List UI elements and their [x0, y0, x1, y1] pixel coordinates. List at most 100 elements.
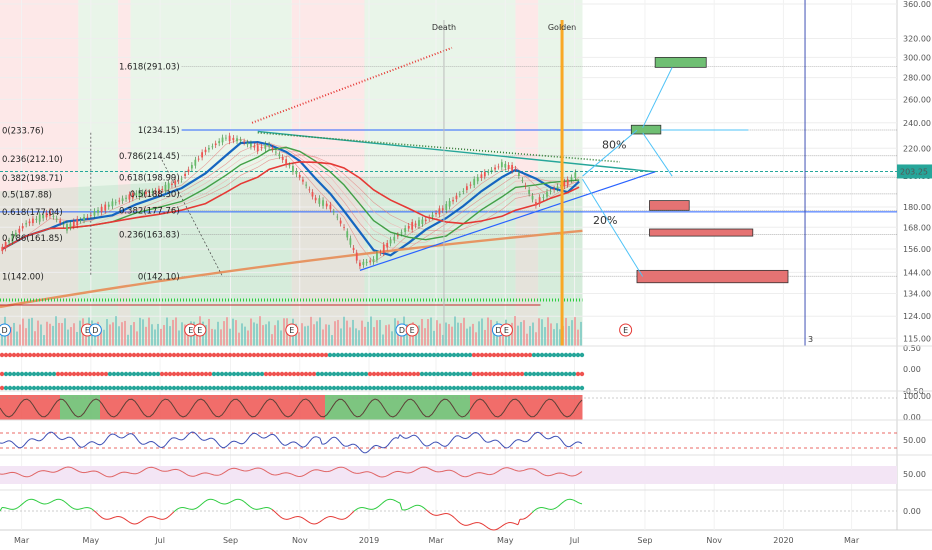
candle-body[interactable]: [49, 211, 51, 216]
candle-body[interactable]: [336, 216, 339, 218]
candle-body[interactable]: [278, 154, 281, 157]
candle-body[interactable]: [376, 253, 378, 260]
candle-body[interactable]: [167, 183, 170, 189]
candle-body[interactable]: [264, 144, 267, 149]
candle-body[interactable]: [511, 165, 513, 171]
candle-body[interactable]: [154, 190, 157, 193]
candle-body[interactable]: [228, 135, 231, 142]
event-marker[interactable]: [193, 323, 207, 337]
candle-body[interactable]: [141, 192, 144, 195]
target-box[interactable]: [630, 124, 662, 135]
candle-body[interactable]: [494, 167, 496, 170]
candle-body[interactable]: [25, 223, 28, 225]
candle-body[interactable]: [538, 197, 541, 205]
candle-body[interactable]: [332, 211, 335, 213]
candle-body[interactable]: [184, 173, 186, 177]
candle-body[interactable]: [1, 246, 4, 252]
candle-body[interactable]: [18, 228, 21, 233]
candle-body[interactable]: [421, 219, 424, 224]
candle-body[interactable]: [14, 232, 17, 236]
candle-body[interactable]: [21, 226, 24, 229]
candle-body[interactable]: [435, 212, 437, 215]
candle-body[interactable]: [339, 220, 342, 224]
candle-body[interactable]: [441, 208, 444, 211]
candle-body[interactable]: [260, 146, 263, 148]
candle-body[interactable]: [379, 252, 382, 254]
candle-body[interactable]: [490, 169, 493, 171]
candle-body[interactable]: [38, 214, 41, 222]
candle-body[interactable]: [8, 240, 10, 243]
candle-body[interactable]: [458, 194, 461, 195]
candle-body[interactable]: [104, 204, 107, 211]
candle-body[interactable]: [52, 215, 55, 217]
candle-body[interactable]: [500, 162, 503, 168]
candle-body[interactable]: [549, 190, 552, 192]
candle-body[interactable]: [349, 238, 352, 245]
candle-body[interactable]: [355, 252, 358, 261]
candle-body[interactable]: [476, 177, 479, 182]
candle-body[interactable]: [62, 224, 65, 226]
event-marker[interactable]: [88, 323, 102, 337]
candle-body[interactable]: [514, 168, 517, 170]
candle-body[interactable]: [497, 166, 500, 168]
candle-body[interactable]: [414, 223, 417, 226]
candle-body[interactable]: [352, 247, 355, 251]
candle-body[interactable]: [211, 146, 214, 148]
candle-body[interactable]: [570, 177, 573, 180]
candle-body[interactable]: [164, 184, 167, 191]
candle-body[interactable]: [469, 184, 472, 186]
candle-body[interactable]: [151, 191, 154, 193]
target-box[interactable]: [654, 57, 707, 68]
target-box[interactable]: [649, 228, 754, 237]
candle-body[interactable]: [218, 141, 221, 144]
candle-body[interactable]: [69, 223, 72, 228]
candle-body[interactable]: [201, 152, 204, 158]
candle-body[interactable]: [281, 157, 284, 160]
candle-body[interactable]: [292, 165, 294, 172]
candle-body[interactable]: [566, 179, 569, 185]
candle-body[interactable]: [100, 206, 103, 213]
candle-body[interactable]: [256, 145, 259, 152]
candle-body[interactable]: [190, 164, 193, 169]
candle-body[interactable]: [131, 192, 134, 199]
candle-body[interactable]: [86, 216, 89, 218]
candle-body[interactable]: [517, 172, 520, 176]
candle-body[interactable]: [483, 172, 486, 177]
candle-body[interactable]: [359, 262, 361, 267]
candle-body[interactable]: [250, 143, 252, 147]
event-marker[interactable]: [405, 323, 419, 337]
candle-body[interactable]: [236, 138, 238, 142]
candle-body[interactable]: [428, 217, 431, 219]
candle-body[interactable]: [382, 244, 385, 254]
candle-body[interactable]: [35, 218, 38, 220]
candle-body[interactable]: [83, 216, 85, 221]
candle-body[interactable]: [11, 233, 14, 242]
candle-body[interactable]: [542, 197, 545, 198]
candle-body[interactable]: [214, 143, 217, 146]
candle-body[interactable]: [556, 186, 559, 189]
event-marker[interactable]: [0, 323, 12, 337]
candle-body[interactable]: [138, 190, 141, 198]
candle-body[interactable]: [55, 218, 58, 220]
candle-body[interactable]: [480, 174, 483, 178]
candle-body[interactable]: [59, 220, 62, 223]
candle-body[interactable]: [418, 220, 420, 227]
candle-body[interactable]: [318, 198, 321, 204]
event-marker[interactable]: [285, 323, 299, 337]
candle-body[interactable]: [171, 183, 173, 185]
candle-body[interactable]: [448, 201, 451, 207]
candle-body[interactable]: [346, 231, 349, 238]
candle-body[interactable]: [302, 179, 304, 182]
candle-body[interactable]: [187, 169, 190, 173]
target-box[interactable]: [649, 200, 690, 211]
candle-body[interactable]: [295, 170, 298, 175]
candle-body[interactable]: [208, 147, 210, 150]
candle-body[interactable]: [535, 201, 537, 206]
candle-body[interactable]: [66, 224, 68, 231]
candle-body[interactable]: [389, 239, 392, 244]
candle-body[interactable]: [507, 165, 510, 169]
candle-body[interactable]: [322, 200, 324, 206]
candle-body[interactable]: [407, 225, 410, 229]
candle-body[interactable]: [308, 189, 311, 191]
